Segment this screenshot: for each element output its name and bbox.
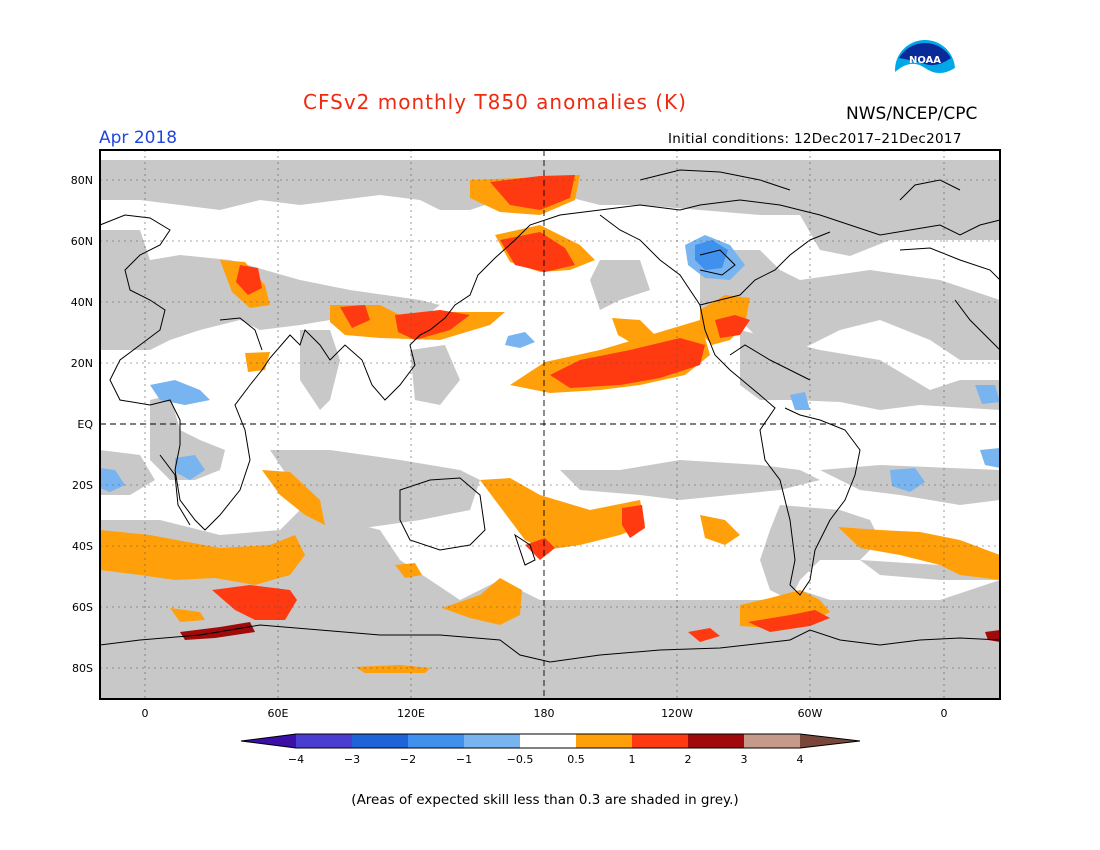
colorbar-label: 4 — [797, 753, 804, 766]
colorbar-bin — [576, 734, 632, 748]
gridlines — [100, 150, 1000, 699]
colorbar-label: −2 — [400, 753, 416, 766]
lat-label: 20S — [72, 479, 93, 492]
initial-conditions: Initial conditions: 12Dec2017–21Dec2017 — [668, 131, 962, 147]
coastlines — [99, 169, 1001, 663]
colorbar-label: 1 — [629, 753, 636, 766]
longitude-labels: 0 60E 120E 180 120W 60W 0 — [142, 707, 948, 720]
lon-label: 0 — [941, 707, 948, 720]
organization-label: NWS/NCEP/CPC — [846, 104, 978, 124]
colorbar-label: −3 — [344, 753, 360, 766]
lon-label: 60E — [268, 707, 289, 720]
svg-text:NOAA: NOAA — [909, 55, 941, 66]
colorbar-bin — [408, 734, 464, 748]
colorbar-bin — [352, 734, 408, 748]
noaa-logo-icon: NOAA — [894, 39, 956, 102]
lat-label: 80S — [72, 662, 93, 675]
lon-label: 0 — [142, 707, 149, 720]
colorbar: −4 −3 −2 −1 −0.5 0.5 1 2 3 4 — [240, 733, 861, 766]
map-title: CFSv2 monthly T850 anomalies (K) — [303, 90, 687, 114]
colorbar-bin — [632, 734, 688, 748]
strong-positive-regions — [212, 175, 830, 642]
colorbar-label: 0.5 — [567, 753, 585, 766]
lat-label: 20N — [71, 357, 93, 370]
lon-label: 180 — [534, 707, 555, 720]
lat-label: 60S — [72, 601, 93, 614]
colorbar-label: −1 — [456, 753, 472, 766]
colorbar-bin — [744, 734, 800, 748]
lon-label: 120E — [397, 707, 425, 720]
latitude-labels: 80N 60N 40N 20N EQ 20S 40S 60S 80S — [71, 174, 94, 675]
colorbar-bin — [296, 734, 352, 748]
lat-label: EQ — [77, 418, 93, 431]
colorbar-label: −4 — [288, 753, 304, 766]
forecast-month: Apr 2018 — [99, 128, 178, 148]
colorbar-arrow-right — [800, 734, 860, 748]
colorbar-label: −0.5 — [507, 753, 534, 766]
colorbar-bin — [520, 734, 576, 748]
lon-label: 120W — [661, 707, 693, 720]
lat-label: 60N — [71, 235, 93, 248]
colorbar-arrow-left — [241, 734, 296, 748]
map-plot-area — [99, 149, 1001, 700]
strong-negative-region — [695, 240, 728, 270]
lon-label: 60W — [798, 707, 823, 720]
colorbar-bin — [688, 734, 744, 748]
lat-label: 40N — [71, 296, 93, 309]
lat-label: 40S — [72, 540, 93, 553]
colorbar-label: 3 — [741, 753, 748, 766]
skill-footnote: (Areas of expected skill less than 0.3 a… — [351, 792, 739, 808]
equator-dateline — [100, 150, 1000, 699]
lat-label: 80N — [71, 174, 93, 187]
map-frame — [99, 149, 1001, 700]
colorbar-label: 2 — [685, 753, 692, 766]
colorbar-bin — [464, 734, 520, 748]
colorbar-outline — [240, 733, 861, 749]
